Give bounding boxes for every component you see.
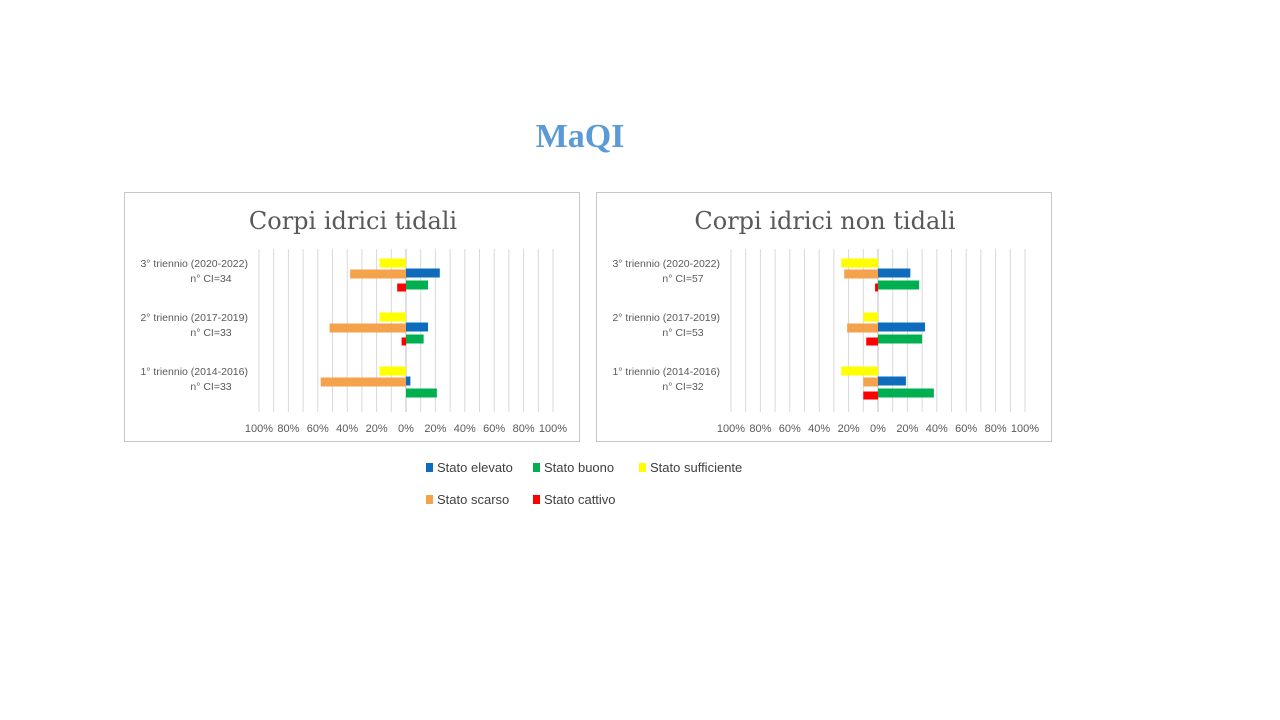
bar-stato-scarso	[350, 269, 406, 279]
bar-stato-buono	[406, 334, 424, 344]
bar-stato-cattivo	[863, 391, 878, 400]
x-tick-label: 100%	[717, 423, 745, 435]
x-tick-label: 60%	[307, 423, 329, 435]
chart-non-tidali-svg: Corpi idrici non tidali 100% 80% 60% 40% 20% 0…	[612, 207, 1039, 435]
x-tick-label: 60%	[955, 423, 977, 435]
bar-stato-buono	[878, 334, 923, 344]
category-label: 2° triennio (2017-2019)	[140, 312, 248, 324]
category-label: 3° triennio (2020-2022)	[140, 258, 248, 270]
legend-swatch	[639, 463, 646, 472]
x-tick-label: 20%	[838, 423, 860, 435]
x-tick-label: 80%	[513, 423, 535, 435]
bar-stato-elevato	[406, 322, 429, 332]
chart-title: Corpi idrici non tidali	[694, 207, 956, 235]
legend-label: Stato elevato	[437, 460, 513, 475]
x-tick-label: 40%	[336, 423, 358, 435]
legend-item-stato-cattivo: Stato cattivo	[533, 492, 616, 507]
category-sublabel: n° CI=33	[190, 327, 231, 339]
bar-stato-elevato	[878, 268, 911, 278]
legend-label: Stato buono	[544, 460, 615, 475]
x-tick-label: 20%	[366, 423, 388, 435]
bar-stato-sufficiente	[379, 366, 406, 376]
x-tick-label: 100%	[539, 423, 567, 435]
x-tick-label: 20%	[424, 423, 446, 435]
x-tick-label: 60%	[779, 423, 801, 435]
legend-swatch	[426, 495, 433, 504]
chart-title: Corpi idrici tidali	[249, 207, 458, 235]
bar-stato-scarso	[847, 323, 878, 333]
legend-item-stato-scarso: Stato scarso	[426, 492, 509, 507]
bar-stato-scarso	[329, 323, 406, 333]
x-tick-label: 0%	[870, 423, 886, 435]
legend-label: Stato scarso	[437, 492, 510, 507]
category-sublabel: n° CI=34	[190, 273, 231, 285]
legend-label: Stato sufficiente	[650, 460, 743, 475]
x-tick-label: 80%	[749, 423, 771, 435]
bar-stato-sufficiente	[841, 258, 878, 268]
bar-stato-sufficiente	[379, 312, 406, 322]
category-sublabel: n° CI=33	[190, 381, 231, 393]
legend-swatch	[426, 463, 433, 472]
bar-stato-scarso	[844, 269, 878, 279]
x-tick-label: 0%	[398, 423, 414, 435]
legend-item-stato-buono: Stato buono	[533, 460, 614, 475]
x-tick-label: 20%	[896, 423, 918, 435]
category-sublabel: n° CI=53	[662, 327, 703, 339]
category-label: 1° triennio (2014-2016)	[140, 366, 248, 378]
category-sublabel: n° CI=57	[662, 273, 703, 285]
bar-stato-sufficiente	[379, 258, 406, 268]
bar-stato-buono	[878, 280, 920, 290]
x-tick-label: 40%	[454, 423, 476, 435]
bar-stato-cattivo	[875, 283, 878, 292]
bar-stato-elevato	[406, 268, 440, 278]
legend: Stato elevato Stato buono Stato sufficie…	[420, 456, 800, 516]
bar-stato-cattivo	[397, 283, 406, 292]
x-tick-label: 40%	[926, 423, 948, 435]
legend-item-stato-elevato: Stato elevato	[426, 460, 513, 475]
x-tick-label: 100%	[245, 423, 273, 435]
bar-stato-buono	[406, 388, 437, 398]
chart-non-tidali: Corpi idrici non tidali 100% 80% 60% 40% 20% 0…	[596, 192, 1052, 442]
bar-stato-cattivo	[401, 337, 406, 346]
bar-stato-elevato	[406, 376, 411, 386]
bar-stato-sufficiente	[863, 312, 878, 322]
chart-tidali-svg: Corpi idrici tidali 100% 80% 60% 40% 20% 0% 20%…	[140, 207, 567, 435]
x-tick-label: 100%	[1011, 423, 1039, 435]
legend-swatch	[533, 463, 540, 472]
bar-stato-buono	[878, 388, 934, 398]
x-tick-label: 80%	[985, 423, 1007, 435]
bar-stato-scarso	[320, 377, 406, 387]
x-tick-label: 80%	[277, 423, 299, 435]
legend-swatch	[533, 495, 540, 504]
legend-item-stato-sufficiente: Stato sufficiente	[639, 460, 742, 475]
bar-stato-buono	[406, 280, 429, 290]
x-tick-label: 60%	[483, 423, 505, 435]
legend-label: Stato cattivo	[544, 492, 616, 507]
x-tick-label: 40%	[808, 423, 830, 435]
bar-stato-elevato	[878, 376, 906, 386]
chart-tidali: Corpi idrici tidali 100% 80% 60% 40% 20% 0% 20%…	[124, 192, 580, 442]
slide-title: MaQI	[535, 118, 625, 155]
category-label: 2° triennio (2017-2019)	[612, 312, 720, 324]
bar-stato-sufficiente	[841, 366, 878, 376]
category-label: 3° triennio (2020-2022)	[612, 258, 720, 270]
category-sublabel: n° CI=32	[662, 381, 703, 393]
category-label: 1° triennio (2014-2016)	[612, 366, 720, 378]
bar-stato-scarso	[863, 377, 878, 387]
bar-stato-cattivo	[866, 337, 878, 346]
bar-stato-elevato	[878, 322, 926, 332]
